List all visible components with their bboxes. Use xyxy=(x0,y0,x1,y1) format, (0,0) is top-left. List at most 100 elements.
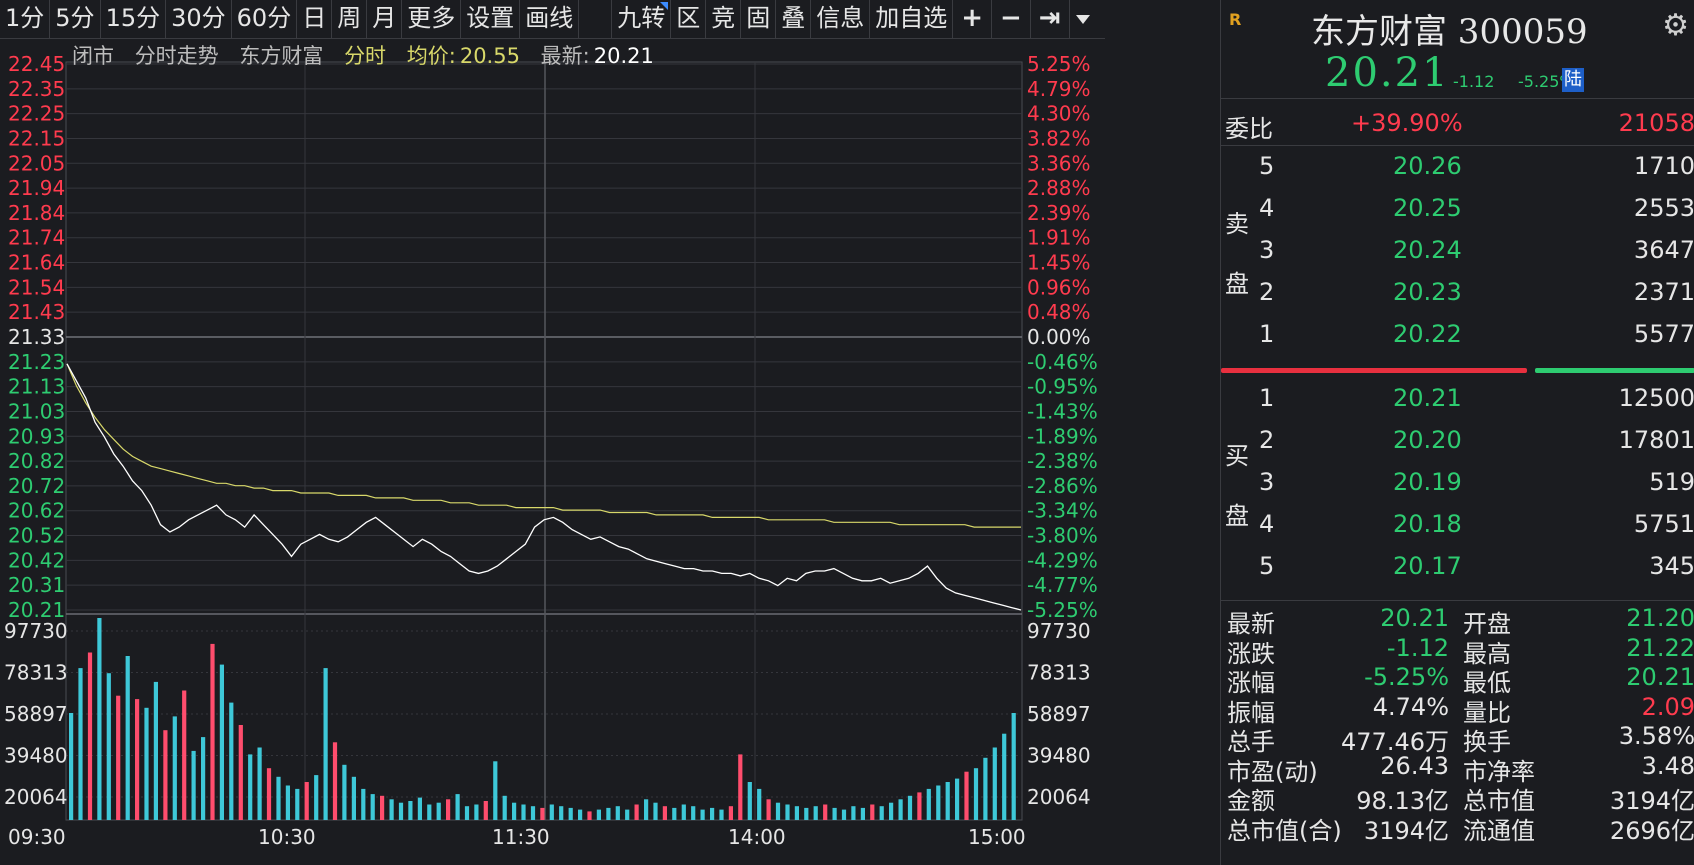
plus-icon[interactable]: + xyxy=(953,0,992,38)
period-month-button[interactable]: 月 xyxy=(367,0,403,38)
ask-price: 20.24 xyxy=(1393,236,1462,264)
volume-bar xyxy=(153,681,158,820)
volume-bar xyxy=(568,807,573,820)
volume-bar xyxy=(851,806,856,820)
northbound-badge[interactable]: 陆 xyxy=(1562,68,1584,92)
stat-right-0: 开盘 21.20 xyxy=(1463,604,1694,639)
volume-bar xyxy=(201,737,206,820)
stat-label: 最高 xyxy=(1463,639,1511,668)
period-1min-button[interactable]: 1分 xyxy=(0,0,51,38)
market-status: 闭市 xyxy=(72,44,114,68)
price-tick-label: 21.03 xyxy=(8,399,65,423)
volume-bar xyxy=(512,802,517,820)
period-60min-button[interactable]: 60分 xyxy=(232,0,298,38)
stat-left-6: 金额 98.13亿 xyxy=(1227,781,1449,816)
pct-tick-label: 2.88% xyxy=(1027,176,1091,200)
pct-tick-label: -0.95% xyxy=(1027,375,1098,399)
pct-tick-label: 3.82% xyxy=(1027,126,1091,150)
info-button[interactable]: 信息 xyxy=(811,0,871,38)
ask-row[interactable]: 5 20.26 1710 xyxy=(1221,146,1694,188)
volume-tick-label: 39480 xyxy=(4,744,68,768)
volume-bar xyxy=(832,807,837,820)
bid-row[interactable]: 4 20.18 5751 xyxy=(1221,504,1694,546)
ask-row[interactable]: 3 20.24 3647 xyxy=(1221,230,1694,272)
bid-price: 20.19 xyxy=(1393,468,1462,496)
minus-icon[interactable]: − xyxy=(992,0,1031,38)
period-5min-button[interactable]: 5分 xyxy=(50,0,101,38)
bid-row[interactable]: 2 20.20 17801 xyxy=(1221,420,1694,462)
period-week-button[interactable]: 周 xyxy=(332,0,368,38)
volume-bar xyxy=(436,802,441,820)
ask-volume: 1710 xyxy=(1633,152,1694,180)
volume-bar xyxy=(794,806,799,820)
volume-bar xyxy=(191,750,196,820)
ask-row[interactable]: 1 20.22 5577 xyxy=(1221,314,1694,356)
period-15min-button[interactable]: 15分 xyxy=(101,0,167,38)
latest-value: 20.21 xyxy=(593,44,654,68)
volume-bar xyxy=(936,785,941,820)
stat-label: 市盈(动) xyxy=(1227,757,1318,786)
overlay-button[interactable]: 叠 xyxy=(776,0,812,38)
bid-row[interactable]: 1 20.21 12500 xyxy=(1221,378,1694,420)
goto-end-icon[interactable]: ⇥ xyxy=(1031,0,1070,38)
volume-bar xyxy=(587,811,592,820)
dropdown-icon[interactable] xyxy=(1070,0,1096,38)
ask-row[interactable]: 2 20.23 2371 xyxy=(1221,272,1694,314)
ask-row[interactable]: 4 20.25 2553 xyxy=(1221,188,1694,230)
volume-bar xyxy=(625,809,630,820)
stat-value: 3.48 xyxy=(1641,751,1694,780)
range-button[interactable]: 区 xyxy=(671,0,707,38)
price-tick-label: 21.74 xyxy=(8,226,65,250)
bid-side-label: 买 xyxy=(1225,442,1249,470)
auction-button[interactable]: 竞 xyxy=(706,0,742,38)
volume-bar xyxy=(182,690,187,820)
pct-tick-label: -3.80% xyxy=(1027,524,1098,548)
x-tick-label: 15:00 xyxy=(968,825,1026,849)
bid-row[interactable]: 3 20.19 519 xyxy=(1221,462,1694,504)
settings-button[interactable]: 设置 xyxy=(461,0,521,38)
stat-value: -1.12 xyxy=(1386,633,1449,662)
volume-bar xyxy=(644,799,649,820)
volume-bar xyxy=(408,801,413,820)
volume-bar xyxy=(295,788,300,820)
jiuzhuan-button[interactable]: 九转 xyxy=(612,0,672,38)
volume-tick-label: 20064 xyxy=(1027,785,1091,809)
pct-tick-label: -4.77% xyxy=(1027,573,1098,597)
ask-price: 20.22 xyxy=(1393,320,1462,348)
volume-bar xyxy=(144,707,149,820)
stat-value: 3194亿 xyxy=(1363,816,1449,845)
pct-tick-label: 2.39% xyxy=(1027,201,1091,225)
volume-bar xyxy=(389,799,394,820)
stat-value: 21.20 xyxy=(1626,604,1694,632)
stat-label: 振幅 xyxy=(1227,698,1275,727)
ask-volume: 3647 xyxy=(1633,236,1694,264)
pin-button[interactable]: 固 xyxy=(741,0,777,38)
price-change: -1.12 xyxy=(1453,72,1495,91)
price-tick-label: 20.82 xyxy=(8,449,65,473)
volume-tick-label: 78313 xyxy=(4,661,68,685)
add-watchlist-button[interactable]: 加自选 xyxy=(870,0,954,38)
bid-row[interactable]: 5 20.17 345 xyxy=(1221,546,1694,588)
pct-tick-label: 0.96% xyxy=(1027,275,1091,299)
ask-price: 20.25 xyxy=(1393,194,1462,222)
volume-bar xyxy=(493,761,498,820)
volume-bar xyxy=(474,804,479,820)
draw-line-button[interactable]: 画线 xyxy=(520,0,580,38)
volume-bar xyxy=(775,802,781,820)
gear-icon[interactable]: ⚙ xyxy=(1662,8,1689,43)
more-button[interactable]: 更多 xyxy=(402,0,462,38)
x-tick-label: 09:30 xyxy=(8,825,66,849)
volume-bar xyxy=(634,804,639,820)
stat-right-5: 市净率 3.48 xyxy=(1463,752,1694,787)
period-day-button[interactable]: 日 xyxy=(297,0,333,38)
volume-tick-label: 78313 xyxy=(1027,661,1091,685)
price-line xyxy=(66,363,1022,611)
period-30min-button[interactable]: 30分 xyxy=(166,0,232,38)
bid-book: 买 盘 1 20.21 12500 2 20.20 17801 3 20.19 … xyxy=(1221,378,1694,598)
volume-bar xyxy=(78,668,83,820)
intraday-chart[interactable]: 22.45 5.25% 22.35 4.79% 22.25 4.30% 22.15 3.82%… xyxy=(0,38,1105,865)
volume-bar xyxy=(304,782,309,820)
stat-left-5: 市盈(动) 26.43 xyxy=(1227,752,1449,787)
bid-price: 20.18 xyxy=(1393,510,1462,538)
stats-divider xyxy=(1221,600,1694,601)
